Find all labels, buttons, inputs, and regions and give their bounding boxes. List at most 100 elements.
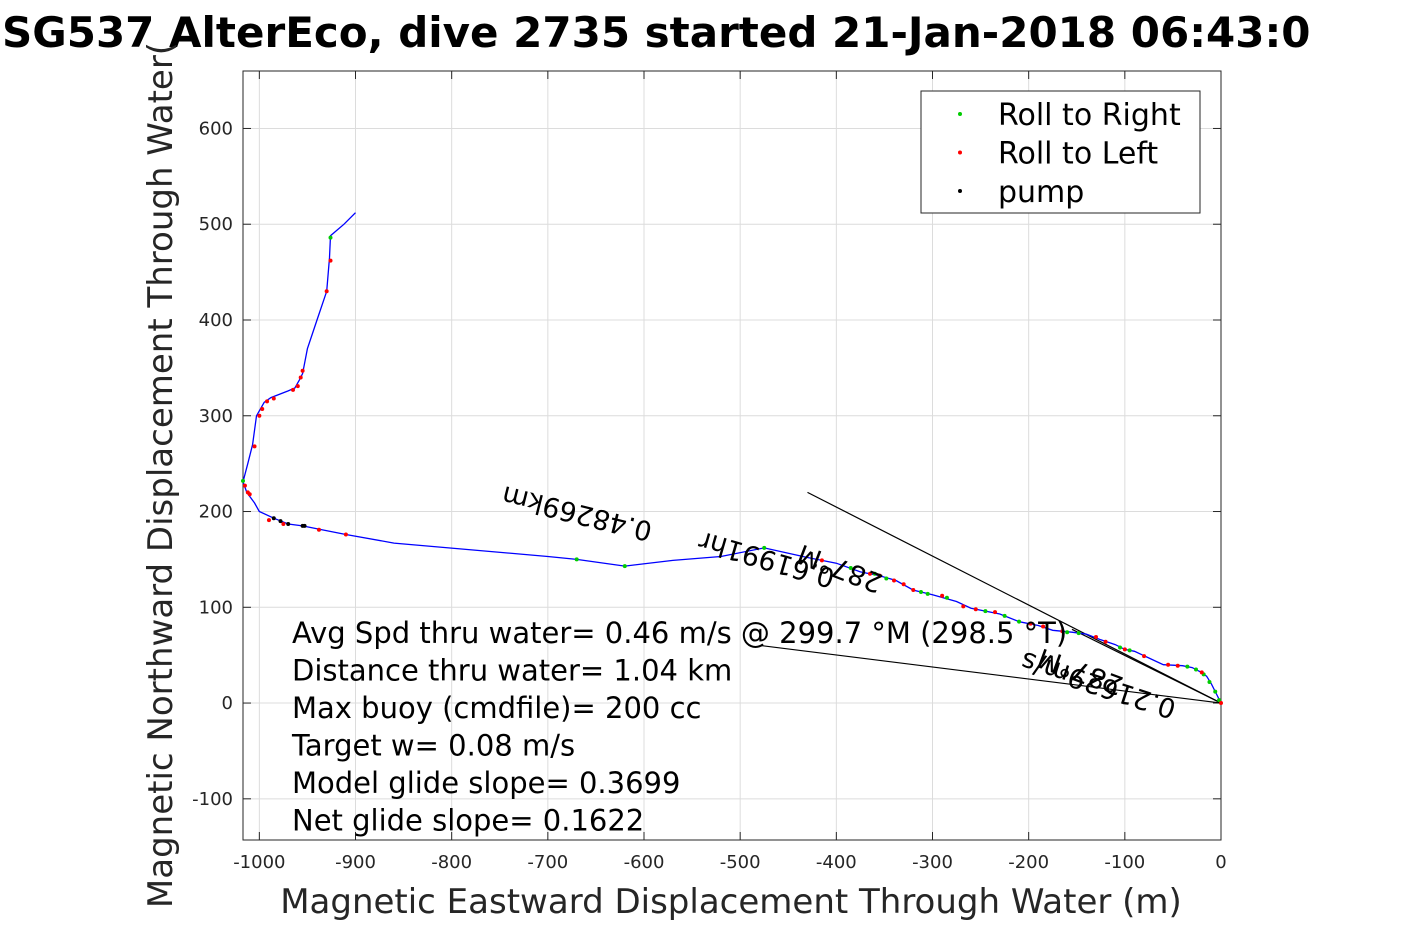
pump-point xyxy=(278,519,283,524)
roll-right-point xyxy=(944,595,949,600)
roll-left-point xyxy=(973,607,978,612)
roll-right-point xyxy=(848,566,853,571)
plot-area-frame xyxy=(242,70,1222,841)
y-tick-label: -100 xyxy=(192,789,233,810)
roll-left-point xyxy=(343,532,348,537)
y-tick-label: 600 xyxy=(199,118,233,139)
legend-box xyxy=(920,90,1201,214)
roll-right-point xyxy=(241,478,245,483)
roll-left-point xyxy=(867,571,872,576)
x-tick-label: -700 xyxy=(527,852,568,873)
roll-left-point xyxy=(1093,634,1098,639)
roll-left-point xyxy=(328,258,333,263)
stat-line: Target w= 0.08 m/s xyxy=(291,729,575,763)
legend-label: pump xyxy=(998,175,1084,210)
roll-right-point xyxy=(872,571,877,576)
roll-left-point xyxy=(1060,629,1065,634)
roll-left-point xyxy=(1199,670,1204,675)
pump-point xyxy=(300,523,305,528)
roll-right-point xyxy=(1118,645,1123,650)
stats-annotations: Avg Spd thru water= 0.46 m/s @ 299.7 °M … xyxy=(291,616,1067,838)
roll-left-point xyxy=(1041,624,1046,629)
roll-left-point xyxy=(295,384,300,389)
roll-left-point xyxy=(940,593,945,598)
roll-right-point xyxy=(622,564,627,569)
roll-left-point xyxy=(324,289,329,294)
vector-line xyxy=(1071,628,1222,704)
roll-right-point xyxy=(1193,667,1198,672)
x-tick-label: -900 xyxy=(335,852,376,873)
roll-left-point xyxy=(252,444,257,449)
y-tick-label: 200 xyxy=(199,502,233,523)
x-tick-label: -300 xyxy=(912,852,953,873)
y-tick-label: 300 xyxy=(199,406,233,427)
roll-right-point xyxy=(918,589,923,594)
roll-left-point xyxy=(1219,701,1223,706)
roll-left-point xyxy=(819,558,824,563)
roll-right-point xyxy=(1017,619,1022,624)
vector-line xyxy=(807,491,1222,704)
roll-left-point xyxy=(271,396,276,401)
stat-line: Net glide slope= 0.1622 xyxy=(292,804,644,838)
roll-right-point xyxy=(925,591,930,596)
roll-left-point xyxy=(300,368,305,373)
stat-line: Distance thru water= 1.04 km xyxy=(292,654,732,688)
roll-left-point xyxy=(1122,647,1127,652)
y-tick-label: 0 xyxy=(222,693,233,714)
roll-left-point xyxy=(877,573,882,578)
roll-right-point xyxy=(762,545,767,550)
roll-left-point xyxy=(1175,663,1180,668)
y-axis-label: Magnetic Northward Displacement Through … xyxy=(141,42,181,908)
roll-right-point xyxy=(1207,679,1212,684)
roll-right-point xyxy=(574,557,579,562)
roll-right-point xyxy=(1213,689,1218,694)
y-tick-label: 400 xyxy=(199,310,233,331)
roll-right-point xyxy=(1127,648,1132,653)
roll-right-point xyxy=(328,235,333,240)
x-tick-label: -600 xyxy=(624,852,665,873)
x-tick-label: -800 xyxy=(431,852,472,873)
x-tick-label: -400 xyxy=(816,852,857,873)
roll-right-point xyxy=(1002,613,1007,618)
roll-right-point xyxy=(1185,664,1190,669)
vector-lines xyxy=(761,491,1222,704)
x-tick-label: 0 xyxy=(1215,852,1226,873)
roll-left-point xyxy=(260,407,265,412)
roll-left-point xyxy=(993,610,998,615)
roll-right-point xyxy=(983,609,988,614)
stat-line: Model glide slope= 0.3699 xyxy=(292,766,680,800)
roll-left-point xyxy=(892,578,897,583)
roll-left-point xyxy=(247,492,252,497)
roll-left-point xyxy=(901,582,906,587)
roll-left-point xyxy=(281,521,286,526)
roll-right-point xyxy=(1217,698,1222,703)
vector-line xyxy=(761,644,1222,704)
legend-label: Roll to Right xyxy=(998,98,1181,133)
roll-right-point xyxy=(1065,630,1070,635)
pump-point xyxy=(271,516,276,521)
legend-marker xyxy=(958,150,962,155)
x-tick-label: -100 xyxy=(1104,852,1145,873)
x-axis-label: Magnetic Eastward Displacement Through W… xyxy=(280,882,1182,922)
axis-ticks: -1000 -900 -800 -700 -600 -500 -400 -300 -200 -10… xyxy=(192,71,1227,873)
x-tick-label: -200 xyxy=(1008,852,1049,873)
roll-left-point xyxy=(291,387,296,392)
legend-marker xyxy=(958,189,962,193)
roll-left-point xyxy=(316,527,321,532)
legend-marker xyxy=(958,112,962,116)
chart-title: SG537 AlterEco, dive 2735 started 21-Jan… xyxy=(2,8,1310,57)
roll-left-point xyxy=(257,413,262,418)
roll-left-point xyxy=(298,375,303,380)
roll-left-point xyxy=(911,588,916,593)
roll-left-point xyxy=(266,518,271,523)
roll-right-point xyxy=(1076,631,1081,636)
pump-point xyxy=(286,521,291,526)
roll-right-point xyxy=(884,576,889,581)
x-tick-label: -1000 xyxy=(233,852,285,873)
y-tick-label: 500 xyxy=(199,214,233,235)
marker-layer xyxy=(241,235,1223,706)
roll-left-point xyxy=(961,604,966,609)
y-tick-label: 100 xyxy=(199,597,233,618)
